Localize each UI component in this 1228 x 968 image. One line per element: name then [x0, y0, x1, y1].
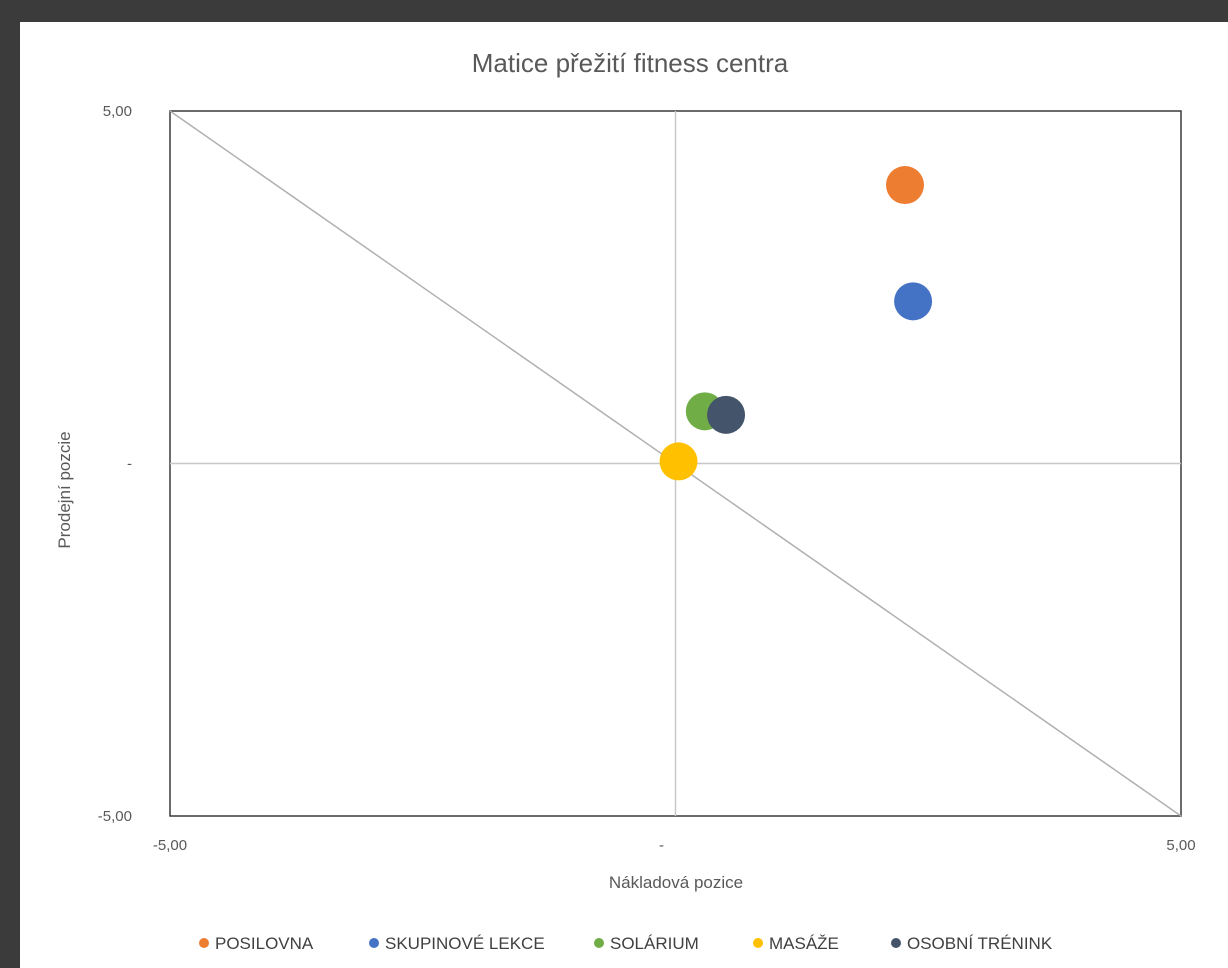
legend-label: SKUPINOVÉ LEKCE: [385, 934, 545, 953]
y-tick-label: -5,00: [98, 808, 132, 825]
legend-label: OSOBNÍ TRÉNINK: [907, 934, 1053, 953]
data-point-skupinove-lekce: [894, 282, 933, 321]
data-point-posilovna: [885, 166, 924, 205]
legend: POSILOVNA SKUPINOVÉ LEKCE SOLÁRIUM MASÁŽE OS…: [199, 934, 1053, 953]
y-tick-label: 5,00: [103, 103, 132, 120]
legend-marker: [891, 938, 901, 948]
legend-label: SOLÁRIUM: [610, 934, 699, 953]
legend-marker: [199, 938, 209, 948]
x-axis-title: Nákladová pozice: [609, 873, 743, 892]
legend-marker: [594, 938, 604, 948]
data-point-masaze: [659, 442, 698, 481]
scatter-chart: Matice přežití fitness centra 5,00--5,00…: [55, 48, 1196, 953]
legend-label: MASÁŽE: [769, 934, 839, 953]
chart-area: Matice přežití fitness centra 5,00- -5,00…: [20, 22, 1228, 968]
plot-area: [169, 110, 1182, 817]
x-axis-ticks: -5,00-5,00: [153, 837, 1196, 854]
y-axis-title: Prodejní pozcie: [55, 431, 74, 548]
legend-label: POSILOVNA: [215, 934, 314, 953]
legend-marker: [753, 938, 763, 948]
x-tick-label: -: [659, 837, 664, 854]
chart-title: Matice přežití fitness centra: [472, 48, 789, 78]
legend-marker: [369, 938, 379, 948]
x-tick-label: 5,00: [1166, 837, 1195, 854]
data-point-osobni-trenink: [707, 395, 746, 434]
y-tick-label: -: [127, 456, 132, 473]
x-tick-label: -5,00: [153, 837, 187, 854]
y-axis-ticks: 5,00 - -5,00: [98, 103, 132, 825]
